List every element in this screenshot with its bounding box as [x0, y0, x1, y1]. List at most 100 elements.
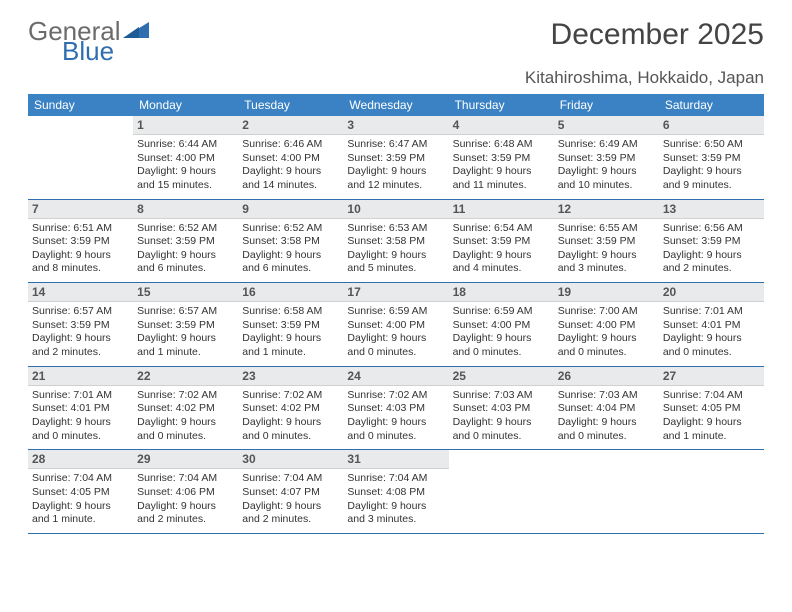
sunrise-text: Sunrise: 7:02 AM: [347, 389, 444, 403]
sunset-text: Sunset: 4:01 PM: [663, 319, 760, 333]
calendar-day-cell: 15Sunrise: 6:57 AMSunset: 3:59 PMDayligh…: [133, 283, 238, 367]
day-number: 25: [449, 367, 554, 386]
daylight-text: Daylight: 9 hours and 2 minutes.: [242, 500, 339, 527]
sunrise-text: Sunrise: 7:01 AM: [663, 305, 760, 319]
day-number: 23: [238, 367, 343, 386]
sunrise-text: Sunrise: 6:50 AM: [663, 138, 760, 152]
day-number: 12: [554, 200, 659, 219]
calendar-day-cell: 30Sunrise: 7:04 AMSunset: 4:07 PMDayligh…: [238, 450, 343, 534]
sunrise-text: Sunrise: 6:52 AM: [242, 222, 339, 236]
sunset-text: Sunset: 4:01 PM: [32, 402, 129, 416]
calendar-week-row: 21Sunrise: 7:01 AMSunset: 4:01 PMDayligh…: [28, 366, 764, 450]
daylight-text: Daylight: 9 hours and 0 minutes.: [32, 416, 129, 443]
sunset-text: Sunset: 3:59 PM: [663, 152, 760, 166]
sunset-text: Sunset: 4:02 PM: [137, 402, 234, 416]
sunrise-text: Sunrise: 6:52 AM: [137, 222, 234, 236]
weekday-header: Tuesday: [238, 94, 343, 116]
day-details: Sunrise: 7:02 AMSunset: 4:02 PMDaylight:…: [238, 386, 343, 450]
empty-cell: [449, 450, 554, 504]
sunset-text: Sunset: 4:00 PM: [137, 152, 234, 166]
daylight-text: Daylight: 9 hours and 15 minutes.: [137, 165, 234, 192]
day-details: Sunrise: 6:52 AMSunset: 3:59 PMDaylight:…: [133, 219, 238, 283]
day-details: Sunrise: 7:02 AMSunset: 4:02 PMDaylight:…: [133, 386, 238, 450]
sunrise-text: Sunrise: 6:54 AM: [453, 222, 550, 236]
calendar-day-cell: 16Sunrise: 6:58 AMSunset: 3:59 PMDayligh…: [238, 283, 343, 367]
calendar-day-cell: 29Sunrise: 7:04 AMSunset: 4:06 PMDayligh…: [133, 450, 238, 534]
daylight-text: Daylight: 9 hours and 6 minutes.: [137, 249, 234, 276]
sunrise-text: Sunrise: 7:04 AM: [347, 472, 444, 486]
day-details: Sunrise: 7:04 AMSunset: 4:05 PMDaylight:…: [659, 386, 764, 450]
daylight-text: Daylight: 9 hours and 10 minutes.: [558, 165, 655, 192]
sunset-text: Sunset: 3:58 PM: [347, 235, 444, 249]
calendar-day-cell: [449, 450, 554, 534]
daylight-text: Daylight: 9 hours and 2 minutes.: [32, 332, 129, 359]
sunset-text: Sunset: 3:59 PM: [453, 235, 550, 249]
calendar-day-cell: 5Sunrise: 6:49 AMSunset: 3:59 PMDaylight…: [554, 116, 659, 199]
calendar-day-cell: [659, 450, 764, 534]
day-number: 16: [238, 283, 343, 302]
day-number: 9: [238, 200, 343, 219]
sunrise-text: Sunrise: 7:00 AM: [558, 305, 655, 319]
empty-cell: [28, 116, 133, 170]
sunrise-text: Sunrise: 7:03 AM: [558, 389, 655, 403]
day-details: Sunrise: 6:49 AMSunset: 3:59 PMDaylight:…: [554, 135, 659, 199]
calendar-day-cell: 10Sunrise: 6:53 AMSunset: 3:58 PMDayligh…: [343, 199, 448, 283]
sunrise-text: Sunrise: 7:03 AM: [453, 389, 550, 403]
day-number: 29: [133, 450, 238, 469]
calendar-day-cell: 17Sunrise: 6:59 AMSunset: 4:00 PMDayligh…: [343, 283, 448, 367]
sunrise-text: Sunrise: 6:53 AM: [347, 222, 444, 236]
day-number: 1: [133, 116, 238, 135]
day-details: Sunrise: 6:55 AMSunset: 3:59 PMDaylight:…: [554, 219, 659, 283]
sunset-text: Sunset: 4:03 PM: [453, 402, 550, 416]
day-details: Sunrise: 6:56 AMSunset: 3:59 PMDaylight:…: [659, 219, 764, 283]
calendar-day-cell: 1Sunrise: 6:44 AMSunset: 4:00 PMDaylight…: [133, 116, 238, 199]
sunset-text: Sunset: 3:59 PM: [453, 152, 550, 166]
empty-cell: [659, 450, 764, 504]
day-details: Sunrise: 7:04 AMSunset: 4:05 PMDaylight:…: [28, 469, 133, 533]
day-details: Sunrise: 7:04 AMSunset: 4:07 PMDaylight:…: [238, 469, 343, 533]
weekday-header: Wednesday: [343, 94, 448, 116]
calendar-day-cell: [554, 450, 659, 534]
daylight-text: Daylight: 9 hours and 0 minutes.: [347, 416, 444, 443]
sunrise-text: Sunrise: 6:44 AM: [137, 138, 234, 152]
day-number: 18: [449, 283, 554, 302]
day-details: Sunrise: 6:51 AMSunset: 3:59 PMDaylight:…: [28, 219, 133, 283]
daylight-text: Daylight: 9 hours and 9 minutes.: [663, 165, 760, 192]
calendar-day-cell: 8Sunrise: 6:52 AMSunset: 3:59 PMDaylight…: [133, 199, 238, 283]
sunset-text: Sunset: 4:05 PM: [32, 486, 129, 500]
daylight-text: Daylight: 9 hours and 2 minutes.: [137, 500, 234, 527]
sunrise-text: Sunrise: 6:46 AM: [242, 138, 339, 152]
sunset-text: Sunset: 3:59 PM: [32, 319, 129, 333]
calendar-day-cell: 21Sunrise: 7:01 AMSunset: 4:01 PMDayligh…: [28, 366, 133, 450]
calendar-day-cell: 7Sunrise: 6:51 AMSunset: 3:59 PMDaylight…: [28, 199, 133, 283]
calendar-day-cell: 2Sunrise: 6:46 AMSunset: 4:00 PMDaylight…: [238, 116, 343, 199]
daylight-text: Daylight: 9 hours and 2 minutes.: [663, 249, 760, 276]
day-details: Sunrise: 7:00 AMSunset: 4:00 PMDaylight:…: [554, 302, 659, 366]
sunset-text: Sunset: 3:59 PM: [242, 319, 339, 333]
sunset-text: Sunset: 3:58 PM: [242, 235, 339, 249]
calendar-day-cell: 28Sunrise: 7:04 AMSunset: 4:05 PMDayligh…: [28, 450, 133, 534]
day-details: Sunrise: 6:59 AMSunset: 4:00 PMDaylight:…: [343, 302, 448, 366]
day-details: Sunrise: 7:04 AMSunset: 4:08 PMDaylight:…: [343, 469, 448, 533]
day-number: 13: [659, 200, 764, 219]
sunrise-text: Sunrise: 7:02 AM: [242, 389, 339, 403]
calendar-week-row: 28Sunrise: 7:04 AMSunset: 4:05 PMDayligh…: [28, 450, 764, 534]
calendar-week-row: 1Sunrise: 6:44 AMSunset: 4:00 PMDaylight…: [28, 116, 764, 199]
calendar-day-cell: 24Sunrise: 7:02 AMSunset: 4:03 PMDayligh…: [343, 366, 448, 450]
empty-cell: [554, 450, 659, 504]
day-details: Sunrise: 6:52 AMSunset: 3:58 PMDaylight:…: [238, 219, 343, 283]
daylight-text: Daylight: 9 hours and 5 minutes.: [347, 249, 444, 276]
title-block: December 2025: [551, 18, 764, 52]
daylight-text: Daylight: 9 hours and 0 minutes.: [137, 416, 234, 443]
sunset-text: Sunset: 4:00 PM: [558, 319, 655, 333]
day-details: Sunrise: 6:58 AMSunset: 3:59 PMDaylight:…: [238, 302, 343, 366]
day-number: 6: [659, 116, 764, 135]
calendar-day-cell: 11Sunrise: 6:54 AMSunset: 3:59 PMDayligh…: [449, 199, 554, 283]
sunset-text: Sunset: 4:02 PM: [242, 402, 339, 416]
daylight-text: Daylight: 9 hours and 1 minute.: [32, 500, 129, 527]
calendar-day-cell: 19Sunrise: 7:00 AMSunset: 4:00 PMDayligh…: [554, 283, 659, 367]
daylight-text: Daylight: 9 hours and 11 minutes.: [453, 165, 550, 192]
logo-word2: Blue: [62, 38, 151, 64]
calendar-table: SundayMondayTuesdayWednesdayThursdayFrid…: [28, 94, 764, 534]
day-details: Sunrise: 6:44 AMSunset: 4:00 PMDaylight:…: [133, 135, 238, 199]
